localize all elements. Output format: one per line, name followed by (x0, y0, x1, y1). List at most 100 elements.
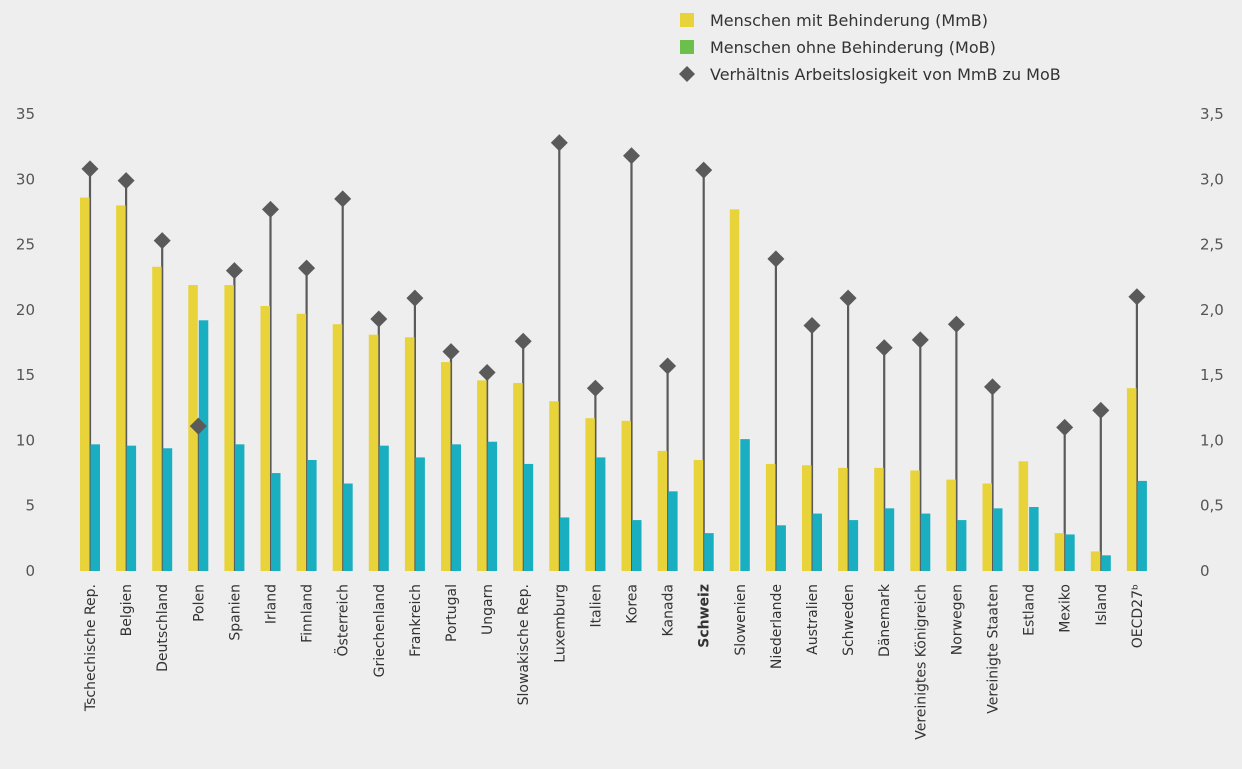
y-right-tick-label: 0,5 (1200, 497, 1224, 515)
y-left-tick-label: 0 (25, 562, 35, 580)
bar-mob (848, 520, 859, 571)
category-label: Belgien (119, 584, 135, 636)
right-axis: 0 0,5 1,0 1,5 2,0 2,5 3,0 3,5 (1200, 105, 1224, 580)
ratio-stems (88, 142, 1139, 571)
bar-mmb (441, 362, 451, 571)
ratio-marker (514, 332, 532, 350)
bar-mob (162, 448, 173, 571)
bar-mmb (1018, 461, 1029, 571)
bar-mob (1065, 534, 1075, 571)
ratio-marker (406, 289, 424, 307)
category-label: Niederlande (769, 584, 785, 669)
category-label: Finnland (300, 584, 316, 643)
category-label: Polen (191, 584, 207, 622)
bar-mob (90, 444, 100, 571)
category-label: Island (1094, 584, 1110, 626)
bar-mob (487, 441, 498, 571)
y-right-tick-label: 1,5 (1200, 366, 1224, 384)
category-label: Italien (588, 584, 604, 627)
bar-mmb (477, 380, 487, 571)
category-label: Slowenien (733, 584, 749, 656)
bar-mmb (224, 285, 234, 571)
ratio-marker (623, 147, 640, 165)
bar-mmb (260, 305, 270, 571)
y-left-tick-label: 15 (16, 366, 35, 384)
ratio-marker (947, 315, 965, 333)
left-axis: 0 5 10 15 20 25 30 35 (16, 105, 35, 580)
category-label: Luxemburg (552, 584, 568, 663)
category-label: Vereinigtes Königreich (913, 584, 929, 740)
ratio-marker (803, 317, 821, 335)
ratio-marker (695, 161, 713, 179)
bar-mmb (1054, 533, 1065, 571)
bar-mob (1101, 555, 1111, 571)
bar-mmb (657, 450, 668, 571)
bar-mob (343, 483, 353, 571)
category-label: Schweden (841, 584, 857, 656)
bar-mob (776, 525, 786, 571)
ratio-marker (984, 378, 1001, 396)
ratio-marker (117, 172, 135, 190)
ratio-marker (839, 289, 857, 307)
y-right-tick-label: 2,0 (1200, 301, 1224, 319)
bar-mob (198, 320, 209, 571)
ratio-marker (1056, 418, 1074, 436)
legend-swatch (680, 13, 694, 27)
bar-mob (415, 457, 425, 571)
bar-mmb (802, 465, 812, 571)
ratio-marker (550, 134, 568, 152)
bar-mmb (152, 266, 162, 571)
legend-swatch (680, 40, 694, 54)
bar-mmb (1090, 551, 1101, 571)
ratio-marker (442, 343, 460, 361)
category-label: Australien (805, 584, 821, 655)
bar-mob (595, 457, 606, 571)
bar-mmb (621, 420, 631, 571)
bar-mob (523, 463, 534, 571)
bar-mmb (549, 401, 559, 571)
legend: Menschen mit Behinderung (MmB) Menschen o… (679, 11, 1061, 84)
bar-mmb (982, 483, 992, 571)
category-label: Norwegen (949, 584, 965, 655)
category-label: Kanada (661, 584, 677, 636)
y-left-tick-label: 30 (16, 170, 35, 188)
y-left-tick-label: 10 (16, 431, 35, 449)
category-label: Österreich (334, 584, 352, 656)
y-right-tick-label: 3,0 (1200, 170, 1224, 188)
ratio-marker (153, 232, 171, 250)
ratio-marker (911, 331, 929, 349)
y-right-tick-label: 2,5 (1200, 236, 1224, 254)
category-label: Slowakische Rep. (516, 584, 532, 705)
y-left-tick-label: 25 (16, 236, 35, 254)
ratio-marker (1092, 401, 1110, 419)
bar-mob (632, 520, 642, 571)
ratio-marker (478, 364, 496, 382)
ratio-marker (334, 190, 352, 208)
category-label: Deutschland (155, 584, 171, 672)
bar-mob (451, 444, 461, 571)
y-left-tick-label: 5 (25, 497, 35, 515)
bar-mob (379, 445, 389, 571)
ratio-markers (81, 134, 1146, 436)
category-label: Portugal (444, 584, 460, 642)
legend-label: Menschen mit Behinderung (MmB) (710, 11, 988, 30)
bar-mmb (693, 460, 704, 571)
bar-mmb (80, 197, 90, 571)
category-label: Estland (1022, 584, 1038, 636)
bar-mob (812, 513, 822, 571)
category-label: Tschechische Rep. (83, 584, 99, 712)
category-label: Schweiz (697, 584, 713, 648)
ratio-marker (875, 339, 893, 357)
ratio-marker (189, 417, 207, 435)
bar-mob (126, 445, 137, 571)
legend-label: Menschen ohne Behinderung (MoB) (710, 38, 996, 57)
bar-mmb (368, 334, 379, 571)
ratio-marker (298, 259, 316, 277)
ratio-marker (586, 379, 604, 397)
category-label: Ungarn (480, 584, 496, 635)
bar-mmb (404, 337, 415, 571)
bar-mob (559, 517, 570, 571)
y-right-tick-label: 1,0 (1200, 431, 1224, 449)
y-left-tick-label: 20 (16, 301, 35, 319)
